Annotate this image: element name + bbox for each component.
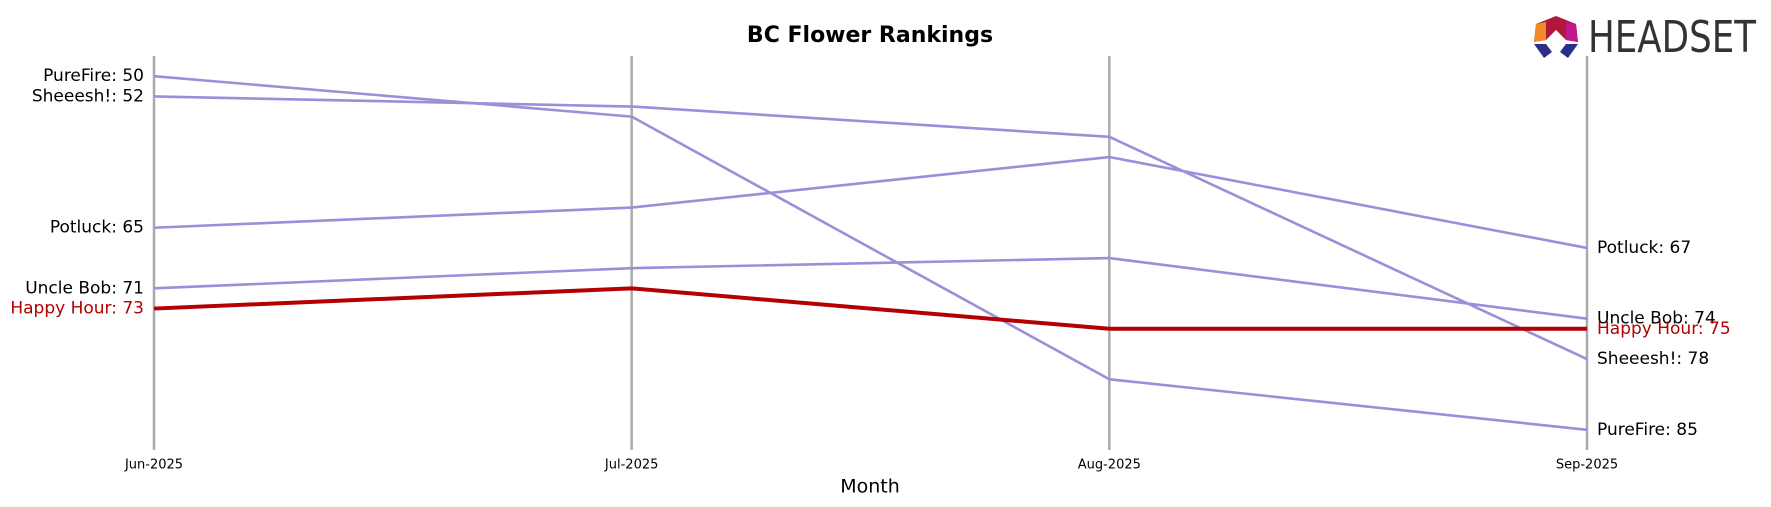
logo-mark [1534,44,1552,58]
data-label: Potluck: 67 [1597,238,1691,258]
series-line [153,256,1588,320]
data-label: Happy Hour: 75 [1597,319,1731,339]
x-tick-label: Sep-2025 [1556,458,1618,473]
series-line [153,74,1588,432]
x-tick-label: Aug-2025 [1078,458,1141,473]
data-label: Potluck: 65 [50,218,144,238]
data-label: PureFire: 85 [1597,420,1698,440]
data-label: Sheeesh!: 52 [32,86,144,106]
data-label: Sheeesh!: 78 [1597,349,1709,369]
data-label: Happy Hour: 73 [10,299,144,319]
chart-title: BC Flower Rankings [747,23,993,48]
series-line [153,286,1587,331]
logo-mark [1534,22,1546,42]
logo-mark [1560,44,1578,58]
series-line [153,155,1588,250]
x-tick-label: Jun-2025 [124,458,183,473]
series-line [153,95,1588,361]
logo-mark [1566,22,1578,42]
logo-text: HEADSET [1588,12,1756,63]
data-label: Uncle Bob: 74 [1597,309,1716,329]
data-label: PureFire: 50 [43,66,144,86]
x-tick-label: Jul-2025 [604,458,658,473]
x-axis-label: Month [840,476,900,498]
logo: HEADSET [1534,12,1756,63]
data-label: Uncle Bob: 71 [25,278,144,298]
